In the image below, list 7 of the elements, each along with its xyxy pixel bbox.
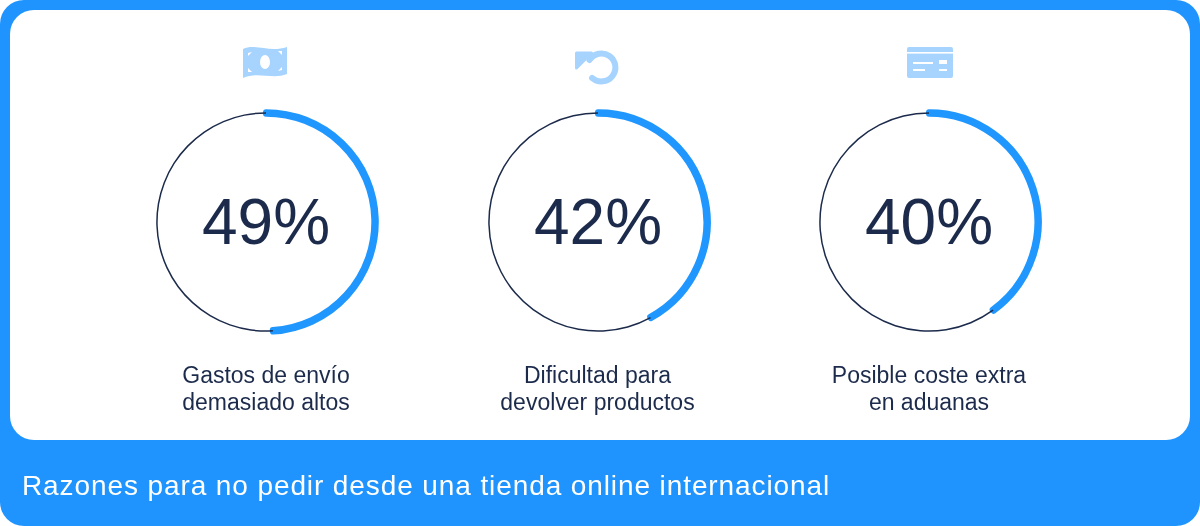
- data-label: 42%: [533, 186, 662, 258]
- data-label: 49%: [201, 186, 331, 258]
- text: Posible coste extra en aduanas: [830, 362, 1028, 416]
- data-label: 40%: [864, 186, 994, 258]
- text: Razones para no pedir desde una tienda online internacional: [22, 469, 831, 503]
- text: Dificultad para devolver productos: [499, 362, 696, 416]
- text: Gastos de envío demasiado altos: [181, 362, 351, 416]
